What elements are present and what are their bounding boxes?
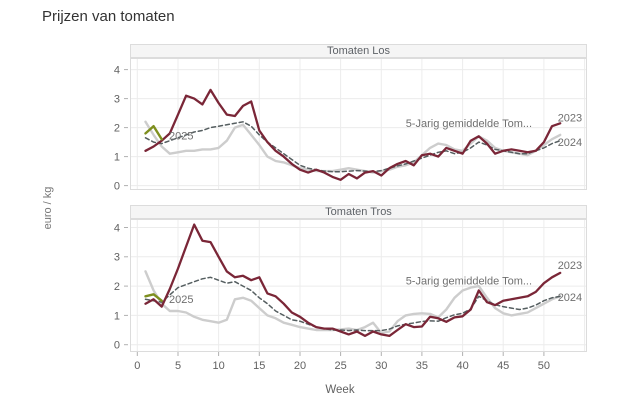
svg-text:15: 15 bbox=[253, 360, 265, 372]
svg-text:1: 1 bbox=[114, 310, 120, 322]
svg-text:30: 30 bbox=[375, 360, 387, 372]
svg-text:5-Jarig gemiddelde Tom...: 5-Jarig gemiddelde Tom... bbox=[406, 276, 532, 288]
svg-text:5: 5 bbox=[175, 360, 181, 372]
svg-text:50: 50 bbox=[538, 360, 550, 372]
svg-text:4: 4 bbox=[114, 64, 120, 76]
tomaten-los-plot: 0 1 2 3 4 2025 5-Jarig gemiddelde Tom... 2023 20… bbox=[114, 58, 587, 190]
panel-header-tomaten-tros: Tomaten Tros bbox=[130, 205, 587, 219]
page-title: Prijzen van tomaten bbox=[42, 8, 175, 25]
svg-text:5-Jarig gemiddelde Tom...: 5-Jarig gemiddelde Tom... bbox=[406, 118, 532, 130]
svg-text:0: 0 bbox=[114, 180, 120, 190]
svg-text:40: 40 bbox=[456, 360, 468, 372]
svg-text:2: 2 bbox=[114, 122, 120, 134]
x-axis-label: Week bbox=[325, 384, 355, 396]
svg-text:2024: 2024 bbox=[558, 137, 582, 149]
x-axis: 0 5 10 15 20 25 30 35 40 45 50 bbox=[134, 352, 550, 372]
svg-text:2023: 2023 bbox=[558, 112, 582, 124]
svg-text:0: 0 bbox=[114, 340, 120, 352]
svg-text:2025: 2025 bbox=[169, 130, 193, 142]
svg-text:10: 10 bbox=[212, 360, 224, 372]
svg-text:4: 4 bbox=[114, 222, 120, 234]
svg-text:0: 0 bbox=[134, 360, 140, 372]
svg-text:2024: 2024 bbox=[558, 292, 582, 304]
panel-header-tomaten-los: Tomaten Los bbox=[130, 44, 587, 58]
svg-text:3: 3 bbox=[114, 93, 120, 105]
svg-text:35: 35 bbox=[416, 360, 428, 372]
svg-text:2: 2 bbox=[114, 281, 120, 293]
svg-text:3: 3 bbox=[114, 252, 120, 264]
svg-text:2023: 2023 bbox=[558, 260, 582, 272]
svg-text:1: 1 bbox=[114, 151, 120, 163]
tomaten-tros-plot: 0 1 2 3 4 2025 5-Jarig gemiddelde Tom... 2023 20… bbox=[114, 219, 587, 352]
svg-text:20: 20 bbox=[294, 360, 306, 372]
svg-text:2025: 2025 bbox=[169, 294, 193, 306]
svg-text:25: 25 bbox=[334, 360, 346, 372]
svg-text:45: 45 bbox=[497, 360, 509, 372]
